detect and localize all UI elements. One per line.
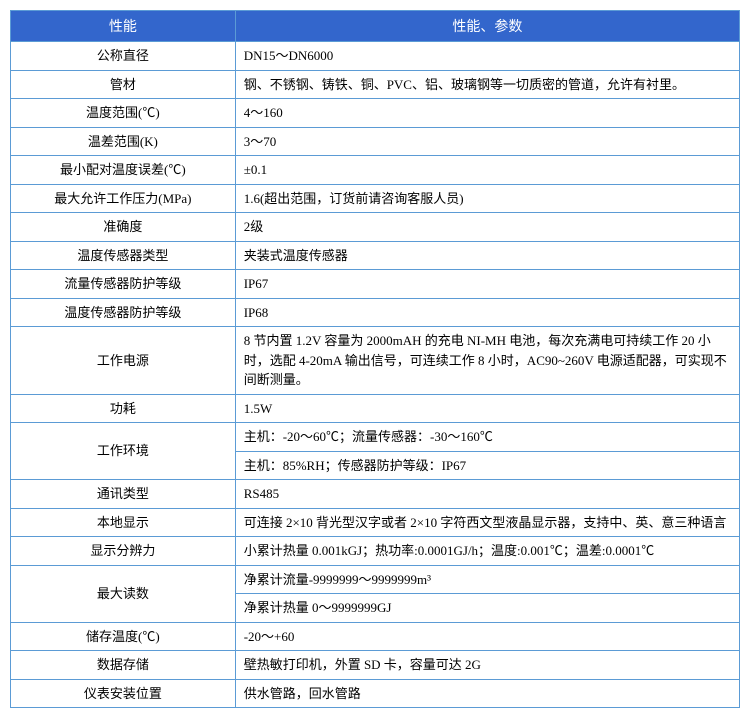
table-row: 显示分辨力小累计热量 0.001kGJ；热功率:0.0001GJ/h；温度:0.… bbox=[11, 537, 740, 566]
table-row: 通讯类型RS485 bbox=[11, 480, 740, 509]
row-value: 净累计流量-9999999～9999999m³ bbox=[235, 565, 739, 594]
row-value: RS485 bbox=[235, 480, 739, 509]
table-row: 工作电源8 节内置 1.2V 容量为 2000mAH 的充电 NI-MH 电池，… bbox=[11, 327, 740, 395]
row-label: 仪表安装位置 bbox=[11, 679, 236, 708]
row-label: 温差范围(K) bbox=[11, 127, 236, 156]
table-row: 工作环境主机：-20～60℃；流量传感器：-30～160℃ bbox=[11, 423, 740, 452]
row-label: 温度范围(℃) bbox=[11, 99, 236, 128]
row-label: 工作环境 bbox=[11, 423, 236, 480]
row-value: 小累计热量 0.001kGJ；热功率:0.0001GJ/h；温度:0.001℃；… bbox=[235, 537, 739, 566]
table-row: 储存温度(℃)-20～+60 bbox=[11, 622, 740, 651]
row-label: 准确度 bbox=[11, 213, 236, 242]
row-value: 1.5W bbox=[235, 394, 739, 423]
row-value: 2级 bbox=[235, 213, 739, 242]
header-col1: 性能 bbox=[11, 11, 236, 42]
table-body: 公称直径DN15～DN6000管材钢、不锈钢、铸铁、铜、PVC、铝、玻璃钢等一切… bbox=[11, 42, 740, 708]
table-row: 准确度2级 bbox=[11, 213, 740, 242]
row-label: 通讯类型 bbox=[11, 480, 236, 509]
row-value: 1.6(超出范围，订货前请咨询客服人员) bbox=[235, 184, 739, 213]
row-value: IP68 bbox=[235, 298, 739, 327]
row-value: 供水管路，回水管路 bbox=[235, 679, 739, 708]
row-label: 最大允许工作压力(MPa) bbox=[11, 184, 236, 213]
spec-table: 性能 性能、参数 公称直径DN15～DN6000管材钢、不锈钢、铸铁、铜、PVC… bbox=[10, 10, 740, 708]
row-label: 公称直径 bbox=[11, 42, 236, 71]
table-row: 温差范围(K)3～70 bbox=[11, 127, 740, 156]
table-row: 温度传感器类型夹装式温度传感器 bbox=[11, 241, 740, 270]
row-value: 8 节内置 1.2V 容量为 2000mAH 的充电 NI-MH 电池，每次充满… bbox=[235, 327, 739, 395]
row-label: 数据存储 bbox=[11, 651, 236, 680]
row-value: -20～+60 bbox=[235, 622, 739, 651]
row-value: 3～70 bbox=[235, 127, 739, 156]
row-label: 工作电源 bbox=[11, 327, 236, 395]
row-label: 本地显示 bbox=[11, 508, 236, 537]
table-row: 温度传感器防护等级IP68 bbox=[11, 298, 740, 327]
spec-table-container: 性能 性能、参数 公称直径DN15～DN6000管材钢、不锈钢、铸铁、铜、PVC… bbox=[10, 10, 740, 708]
row-label: 最大读数 bbox=[11, 565, 236, 622]
table-row: 最小配对温度误差(℃)±0.1 bbox=[11, 156, 740, 185]
row-value: 主机：-20～60℃；流量传感器：-30～160℃ bbox=[235, 423, 739, 452]
table-row: 最大允许工作压力(MPa)1.6(超出范围，订货前请咨询客服人员) bbox=[11, 184, 740, 213]
row-label: 最小配对温度误差(℃) bbox=[11, 156, 236, 185]
table-row: 数据存储壁热敏打印机，外置 SD 卡，容量可达 2G bbox=[11, 651, 740, 680]
row-value: 夹装式温度传感器 bbox=[235, 241, 739, 270]
table-row: 公称直径DN15～DN6000 bbox=[11, 42, 740, 71]
table-row: 功耗1.5W bbox=[11, 394, 740, 423]
table-row: 最大读数净累计流量-9999999～9999999m³ bbox=[11, 565, 740, 594]
row-value: ±0.1 bbox=[235, 156, 739, 185]
row-value: 主机：85%RH；传感器防护等级：IP67 bbox=[235, 451, 739, 480]
table-row: 仪表安装位置供水管路，回水管路 bbox=[11, 679, 740, 708]
table-row: 温度范围(℃)4～160 bbox=[11, 99, 740, 128]
row-value: IP67 bbox=[235, 270, 739, 299]
row-label: 温度传感器类型 bbox=[11, 241, 236, 270]
row-label: 流量传感器防护等级 bbox=[11, 270, 236, 299]
header-col2: 性能、参数 bbox=[235, 11, 739, 42]
row-value: DN15～DN6000 bbox=[235, 42, 739, 71]
row-value: 壁热敏打印机，外置 SD 卡，容量可达 2G bbox=[235, 651, 739, 680]
table-row: 流量传感器防护等级IP67 bbox=[11, 270, 740, 299]
row-value: 钢、不锈钢、铸铁、铜、PVC、铝、玻璃钢等一切质密的管道，允许有衬里。 bbox=[235, 70, 739, 99]
row-label: 温度传感器防护等级 bbox=[11, 298, 236, 327]
row-value: 净累计热量 0～9999999GJ bbox=[235, 594, 739, 623]
table-header-row: 性能 性能、参数 bbox=[11, 11, 740, 42]
row-value: 4～160 bbox=[235, 99, 739, 128]
table-row: 管材钢、不锈钢、铸铁、铜、PVC、铝、玻璃钢等一切质密的管道，允许有衬里。 bbox=[11, 70, 740, 99]
row-label: 储存温度(℃) bbox=[11, 622, 236, 651]
row-value: 可连接 2×10 背光型汉字或者 2×10 字符西文型液晶显示器，支持中、英、意… bbox=[235, 508, 739, 537]
row-label: 显示分辨力 bbox=[11, 537, 236, 566]
table-row: 本地显示可连接 2×10 背光型汉字或者 2×10 字符西文型液晶显示器，支持中… bbox=[11, 508, 740, 537]
row-label: 功耗 bbox=[11, 394, 236, 423]
row-label: 管材 bbox=[11, 70, 236, 99]
